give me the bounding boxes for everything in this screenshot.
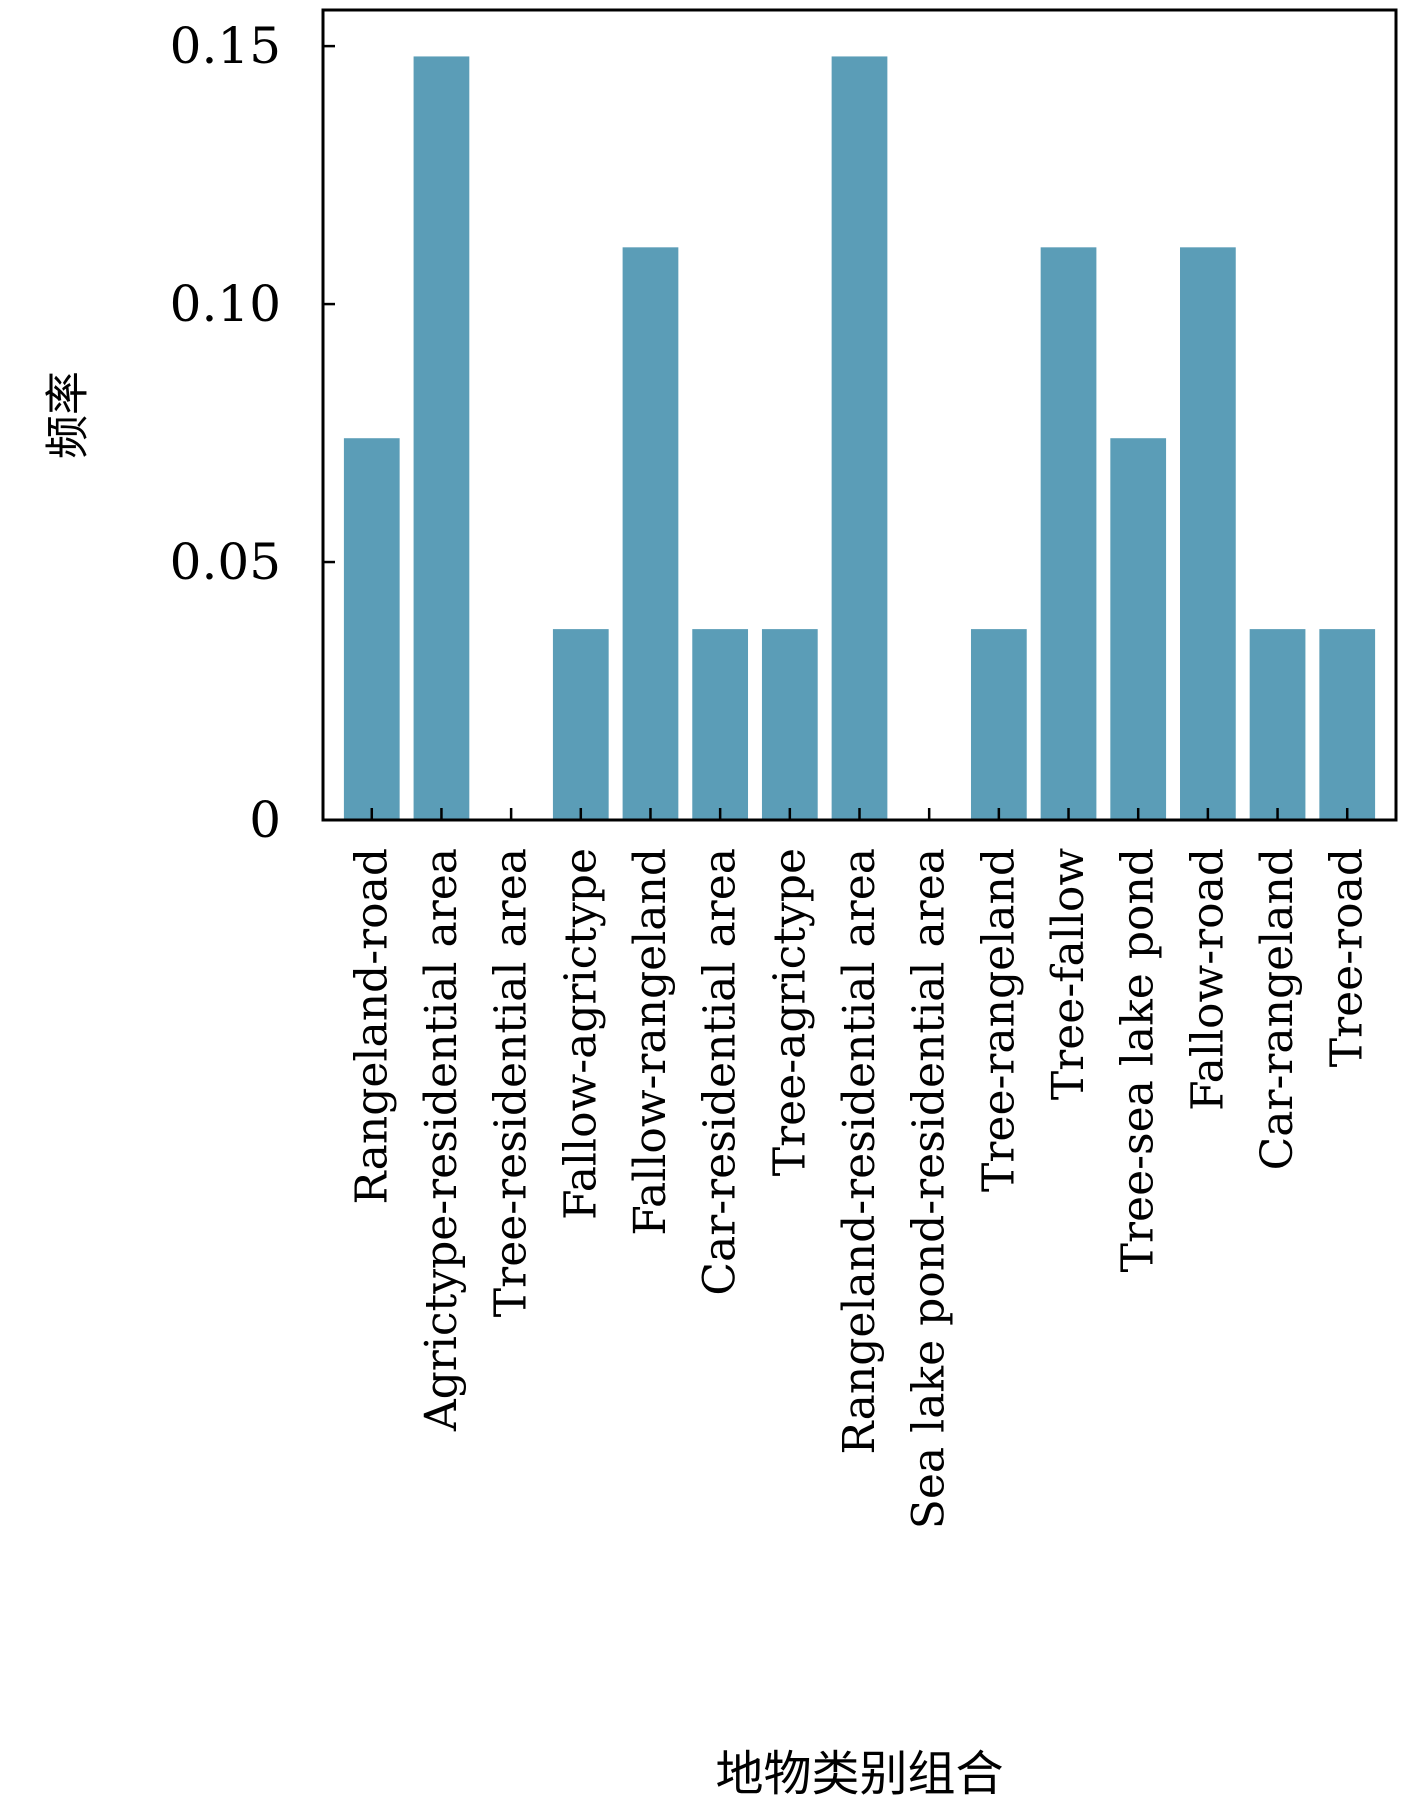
x-tick-label: Fallow-road [1182, 848, 1233, 1111]
bar [1180, 247, 1236, 821]
bars-group [343, 56, 1376, 821]
y-axis-label: 频率 [43, 371, 94, 459]
x-tick-label: Tree-agrictype [764, 848, 815, 1176]
bar [1040, 247, 1097, 821]
x-axis-label: 地物类别组合 [715, 1746, 1003, 1802]
bar [552, 629, 609, 820]
x-tick-label: Car-rangeland [1252, 848, 1303, 1170]
bar [413, 56, 470, 821]
y-ticks-group: 0 0.05 0.10 0.15 [170, 17, 335, 849]
x-tick-label: Rangeland-residential area [834, 848, 885, 1454]
x-tick-label: Tree-fallow [1043, 848, 1094, 1100]
x-tick-label: Sea lake pond-residential area [904, 848, 955, 1529]
bar [970, 629, 1027, 820]
bar [1110, 438, 1167, 820]
bar [1319, 629, 1376, 820]
x-tick-label: Rangeland-road [346, 848, 397, 1205]
bar [1249, 629, 1306, 820]
x-tick-label: Tree-residential area [486, 848, 537, 1317]
x-tick-label: Fallow-agrictype [555, 848, 606, 1220]
x-tick-label: Tree-road [1322, 848, 1373, 1067]
x-ticks-group: Rangeland-road Agrictype-residential area… [346, 808, 1373, 1529]
x-tick-label: Tree-sea lake pond [1113, 848, 1164, 1272]
x-tick-label: Agrictype-residential area [416, 848, 467, 1432]
y-tick-label: 0.10 [170, 275, 281, 333]
x-tick-label: Tree-rangeland [973, 848, 1024, 1192]
bar [761, 629, 818, 820]
x-tick-label: Fallow-rangeland [625, 848, 676, 1236]
y-tick-label: 0.05 [170, 533, 281, 591]
y-tick-label: 0 [249, 791, 281, 849]
plot-frame [321, 8, 1398, 822]
y-tick-label: 0.15 [170, 17, 281, 75]
bar [831, 56, 888, 821]
bar [692, 629, 749, 820]
bar [622, 247, 679, 821]
bar [343, 438, 400, 820]
x-tick-label: Car-residential area [695, 848, 746, 1296]
